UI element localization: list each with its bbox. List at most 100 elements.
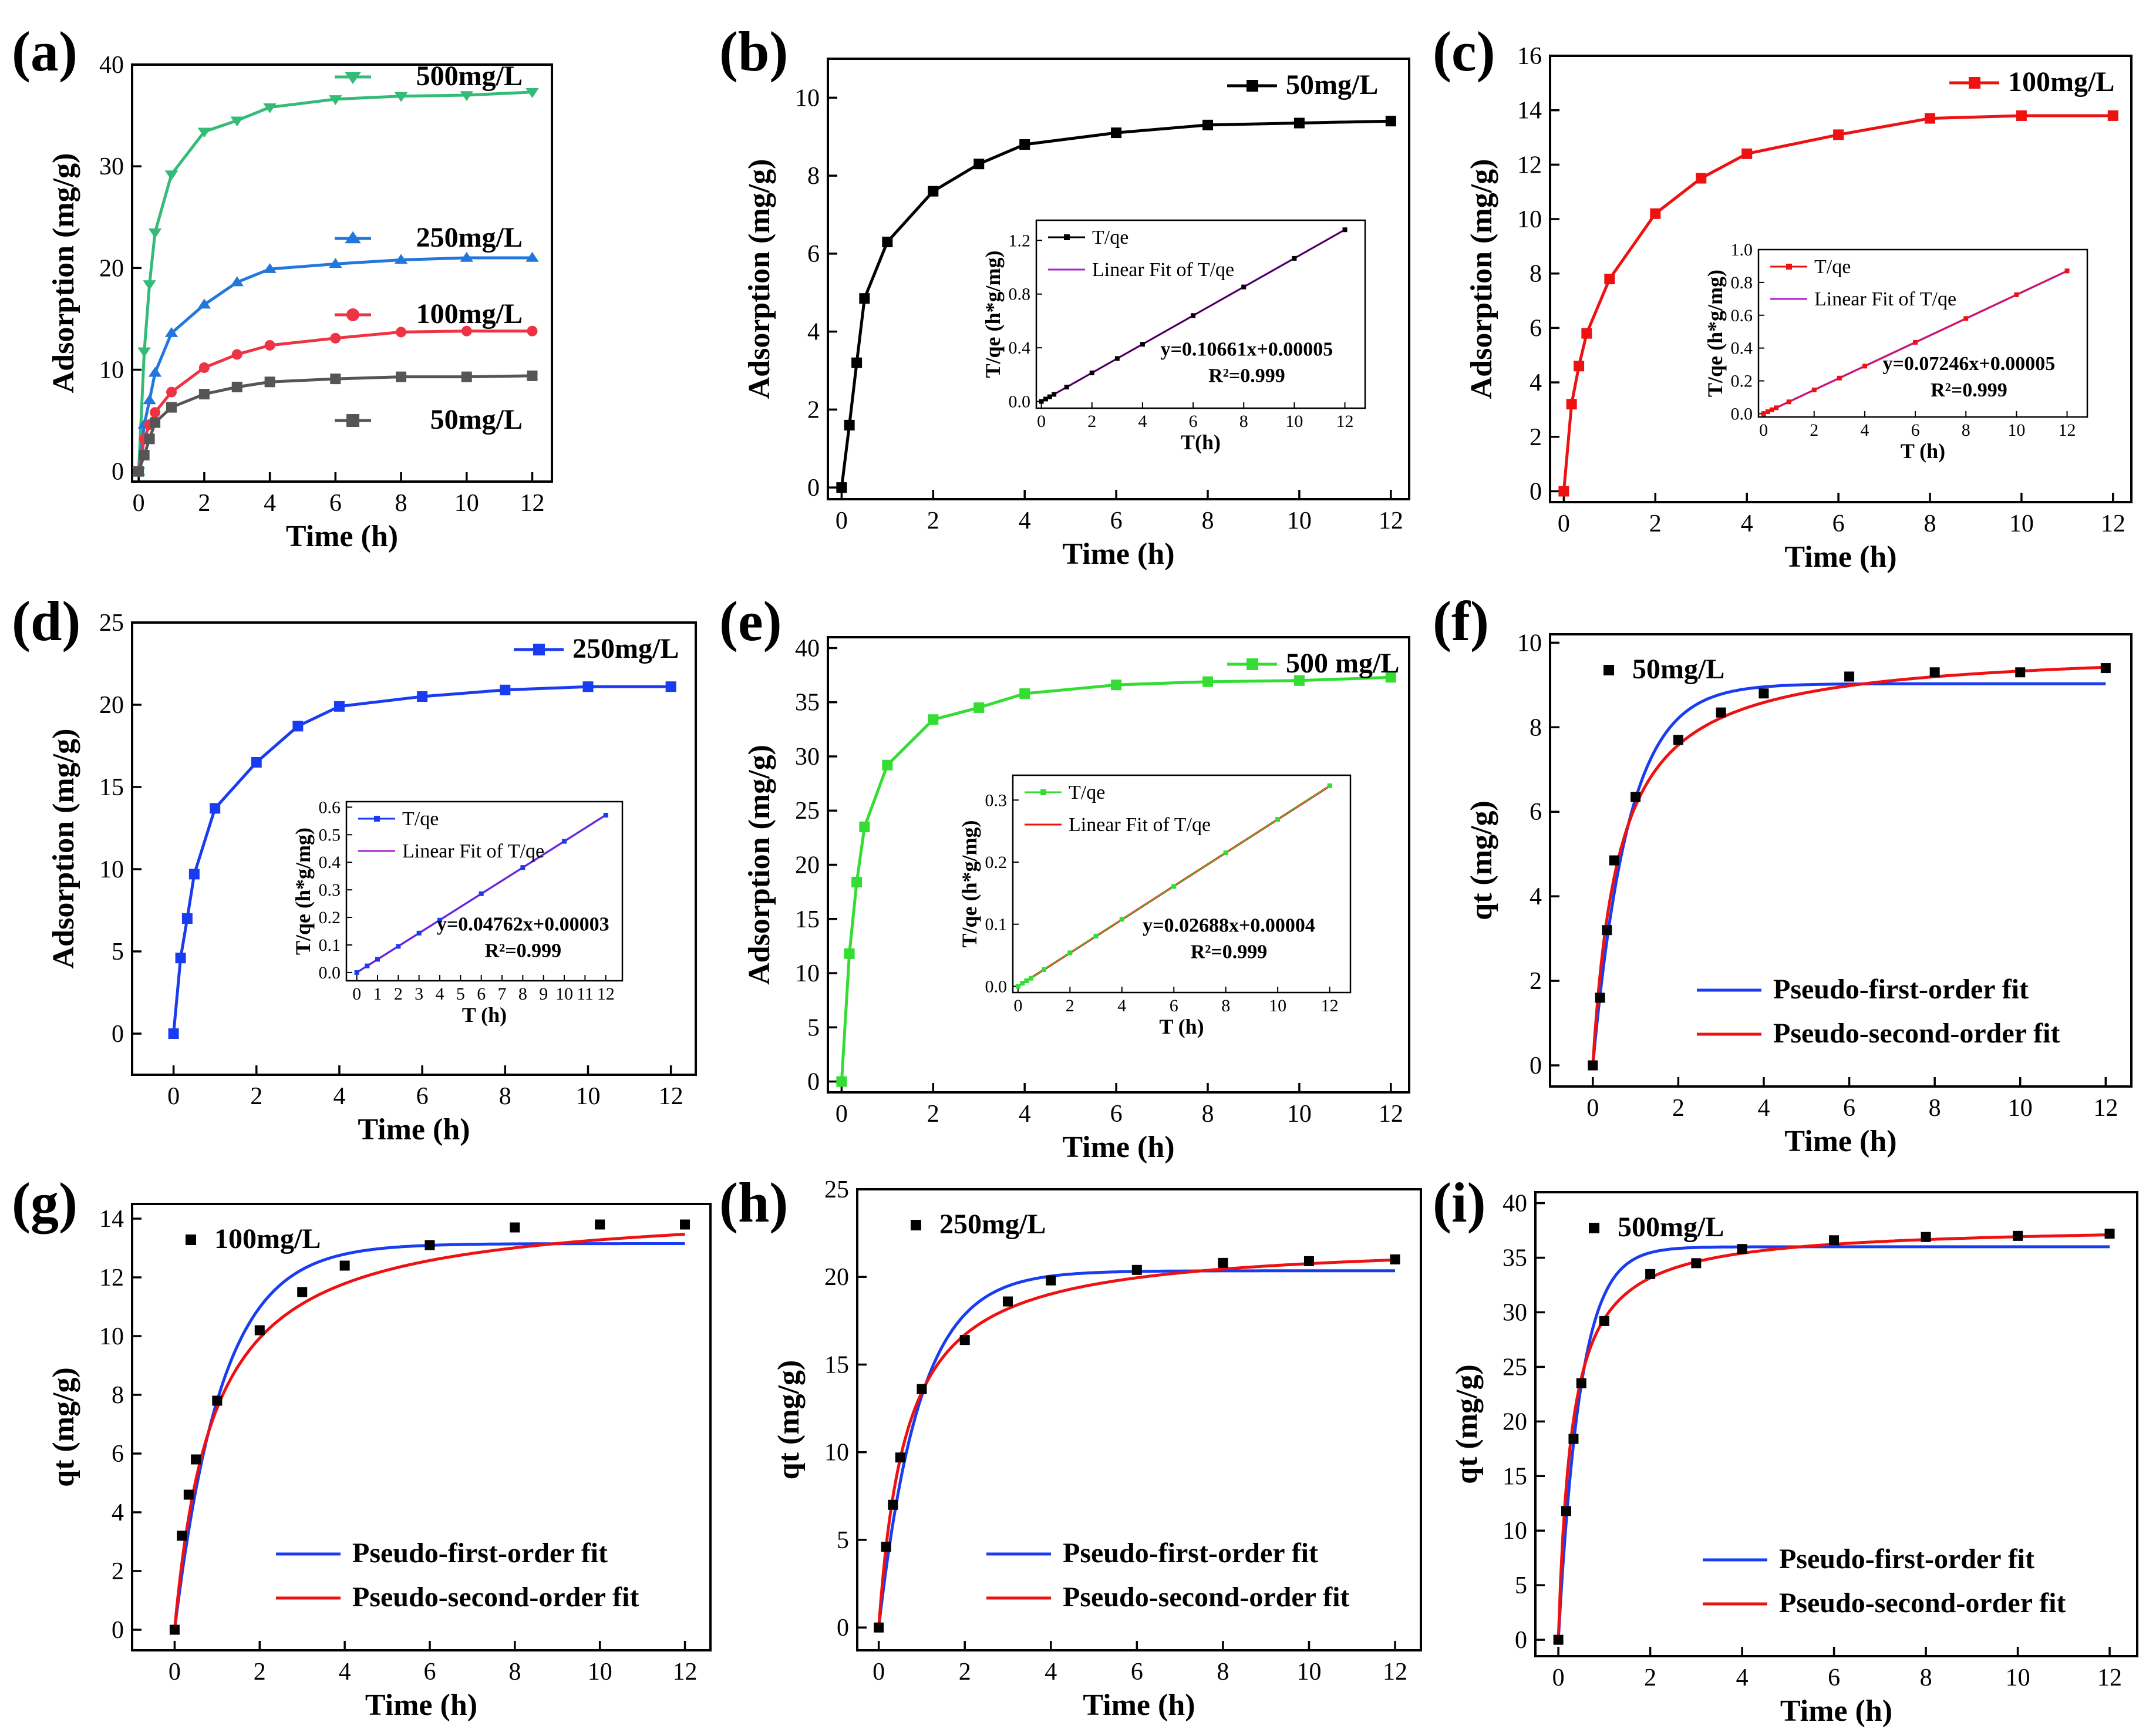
y-axis-title: qt (mg/g) — [1465, 800, 1498, 920]
data-point — [859, 821, 870, 832]
x-tick-label: 4 — [1736, 1664, 1749, 1691]
x-tick-label: 11 — [577, 984, 594, 1004]
y-tick-label: 10 — [795, 85, 820, 112]
legend-label: Pseudo-first-order fit — [1773, 974, 2029, 1005]
x-tick-label: 10 — [1269, 996, 1286, 1015]
x-tick-label: 0 — [1552, 1664, 1565, 1691]
data-point — [264, 339, 275, 351]
x-tick-label: 0 — [167, 1083, 180, 1110]
x-tick-label: 4 — [1138, 412, 1147, 431]
data-point — [851, 357, 863, 368]
y-tick-label: 30 — [99, 153, 124, 180]
x-tick-label: 8 — [1924, 510, 1936, 537]
x-tick-label: 8 — [518, 984, 527, 1004]
data-point — [2016, 110, 2027, 121]
data-point — [210, 803, 221, 814]
y-tick-label: 6 — [112, 1441, 124, 1468]
y-tick-label: 15 — [795, 906, 820, 933]
x-tick-label: 6 — [416, 1083, 429, 1110]
data-point — [183, 1489, 194, 1500]
x-tick-label: 4 — [339, 1659, 351, 1686]
panel-label: (a) — [12, 20, 78, 83]
y-tick-label: 2 — [807, 396, 820, 423]
data-point — [1609, 855, 1619, 866]
data-point — [297, 1287, 308, 1297]
y-tick-label: 5 — [807, 1014, 820, 1041]
x-tick-label: 4 — [1045, 1659, 1057, 1686]
data-point — [1202, 676, 1214, 687]
x-tick-label: 2 — [1087, 412, 1096, 431]
y-tick-label: 20 — [795, 852, 820, 879]
data-point — [2013, 1230, 2023, 1241]
inset-background — [972, 208, 1377, 467]
data-point — [168, 1028, 179, 1039]
x-tick-label: 10 — [588, 1659, 612, 1686]
x-tick-label: 12 — [1379, 1101, 1403, 1128]
inset-data-point — [2064, 268, 2070, 274]
y-axis-title: Adsorption (mg/g) — [1465, 159, 1498, 399]
data-point — [525, 251, 539, 262]
x-tick-label: 3 — [415, 984, 423, 1004]
y-tick-label: 10 — [99, 1323, 124, 1350]
y-axis-title: T/qe (h*g/mg) — [981, 250, 1005, 378]
y-tick-label: 4 — [1530, 369, 1542, 396]
data-point — [1566, 399, 1577, 410]
data-point — [1829, 1235, 1840, 1246]
y-tick-label: 0.2 — [319, 908, 341, 927]
data-point — [2100, 663, 2111, 674]
y-axis-title: qt (mg/g) — [772, 1360, 806, 1480]
data-point — [1553, 1634, 1564, 1645]
data-point — [1595, 993, 1605, 1003]
data-point — [394, 254, 408, 264]
y-tick-label: 0.2 — [985, 853, 1008, 872]
x-tick-label: 10 — [1287, 507, 1312, 534]
x-tick-label: 4 — [1741, 510, 1753, 537]
x-tick-label: 6 — [1843, 1095, 1855, 1122]
y-tick-label: 12 — [1517, 152, 1542, 179]
inset-data-point — [1047, 394, 1052, 399]
y-tick-label: 0.6 — [319, 798, 341, 817]
legend-marker — [911, 1220, 921, 1230]
data-point — [251, 757, 262, 768]
data-point — [1218, 1257, 1228, 1268]
x-tick-label: 12 — [1336, 412, 1354, 431]
legend-label: 100mg/L — [2008, 66, 2114, 97]
data-point — [230, 116, 244, 127]
r-squared: R²=0.999 — [484, 940, 561, 962]
x-tick-label: 8 — [1202, 507, 1214, 534]
x-tick-label: 2 — [927, 507, 939, 534]
inset-data-point — [1342, 227, 1347, 233]
inset-data-point — [1837, 375, 1842, 381]
y-axis-title: Adsorption (mg/g) — [47, 729, 80, 969]
data-point — [1737, 1244, 1747, 1254]
fit-equation: y=0.07246x+0.00005 — [1883, 353, 2056, 375]
data-point — [1111, 680, 1122, 691]
series-0: 100mg/L — [1558, 66, 2118, 497]
data-point — [143, 280, 156, 291]
legend-marker — [1969, 77, 1980, 89]
x-tick-label: 10 — [555, 984, 573, 1004]
legend-marker — [1247, 80, 1258, 92]
y-axis-title: qt (mg/g) — [47, 1367, 80, 1487]
data-points — [874, 1254, 1400, 1633]
y-tick-label: 10 — [795, 960, 820, 987]
data-point — [166, 402, 177, 413]
data-point — [1574, 361, 1585, 372]
x-tick-label: 4 — [1019, 1101, 1031, 1128]
data-point — [181, 913, 193, 924]
data-point — [525, 88, 539, 98]
legend-label: Pseudo-first-order fit — [352, 1538, 608, 1569]
data-point — [895, 1452, 905, 1463]
data-point — [882, 236, 893, 247]
data-point — [680, 1219, 690, 1230]
x-axis-title: Time (h) — [1062, 1131, 1174, 1164]
x-axis-title: T (h) — [1159, 1015, 1204, 1038]
data-point — [1741, 148, 1753, 159]
y-axis-title: Adsorption (mg/g) — [743, 159, 776, 399]
panel-label: (i) — [1433, 1171, 1486, 1234]
inset-data-point — [520, 865, 525, 870]
data-point — [1833, 129, 1844, 140]
data-point — [582, 681, 594, 692]
y-tick-label: 0 — [112, 1617, 124, 1644]
inset-plot: 0 1 2 3 4 5 6 7 8 9 10 11 120.00.10.20.30.40.50.6T (… — [282, 790, 634, 1040]
